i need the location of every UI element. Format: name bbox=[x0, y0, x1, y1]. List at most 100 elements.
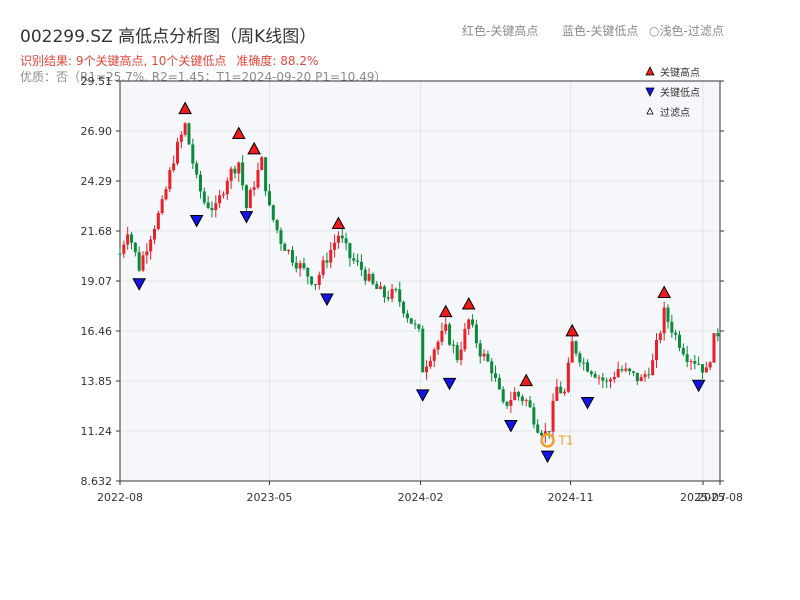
candle-body bbox=[363, 269, 367, 281]
legend-label: 过滤点 bbox=[660, 106, 690, 119]
candle-body bbox=[624, 368, 628, 371]
candle-body bbox=[175, 141, 179, 164]
candle-body bbox=[662, 307, 666, 334]
y-tick-label: 21.68 bbox=[81, 225, 113, 238]
candle-body bbox=[152, 229, 156, 240]
candle-body bbox=[210, 207, 214, 211]
candle-body bbox=[413, 323, 417, 325]
candle-body bbox=[118, 253, 122, 255]
candle-body bbox=[440, 330, 444, 342]
y-tick-label: 11.24 bbox=[81, 425, 113, 438]
candle-body bbox=[566, 362, 570, 392]
candle-body bbox=[555, 386, 559, 401]
candle-body bbox=[156, 212, 160, 230]
candle-body bbox=[198, 174, 202, 192]
candle-body bbox=[317, 274, 321, 285]
candle-body bbox=[612, 376, 616, 380]
candle-body bbox=[551, 400, 555, 432]
y-tick-label: 26.90 bbox=[81, 125, 113, 138]
candle-body bbox=[267, 191, 271, 206]
candle-body bbox=[704, 367, 708, 373]
candle-body bbox=[298, 263, 302, 269]
candle-body bbox=[601, 377, 605, 381]
candle-body bbox=[605, 380, 609, 382]
candle-body bbox=[455, 345, 459, 361]
candle-body bbox=[325, 260, 329, 263]
candle-body bbox=[666, 307, 670, 322]
candle-body bbox=[543, 431, 547, 436]
candle-body bbox=[520, 396, 524, 402]
candle-body bbox=[333, 242, 337, 250]
candle-body bbox=[191, 144, 195, 164]
candle-body bbox=[451, 344, 455, 346]
candle-body bbox=[647, 374, 651, 376]
candle-body bbox=[670, 321, 674, 333]
key-high-marker bbox=[461, 296, 476, 310]
legend-label: 关键高点 bbox=[660, 66, 700, 79]
chart-title: 002299.SZ 高低点分析图（周K线图） bbox=[20, 27, 317, 47]
key-low-marker bbox=[132, 278, 147, 291]
candle-body bbox=[593, 373, 597, 378]
candle-body bbox=[444, 324, 448, 331]
legend-blue-text: 蓝色-关键低点 bbox=[562, 24, 639, 38]
key-low-marker bbox=[239, 211, 254, 224]
candle-body bbox=[264, 157, 268, 192]
key-low-marker bbox=[580, 396, 595, 410]
candle-body bbox=[436, 341, 440, 350]
legend-low-icon bbox=[645, 87, 655, 97]
y-tick-label: 13.85 bbox=[81, 375, 113, 388]
t1-label: T1 bbox=[558, 433, 574, 447]
candle-body bbox=[486, 353, 490, 362]
candle-body bbox=[697, 363, 701, 365]
candle-body bbox=[685, 354, 689, 362]
candle-body bbox=[160, 199, 164, 213]
candle-body bbox=[700, 364, 704, 373]
candle-body bbox=[589, 371, 593, 374]
candle-body bbox=[218, 195, 222, 204]
candle-body bbox=[628, 368, 632, 372]
candle-body bbox=[183, 123, 187, 135]
key-high-marker bbox=[178, 101, 192, 115]
candle-body bbox=[563, 391, 567, 394]
candle-body bbox=[620, 369, 624, 371]
candle-body bbox=[287, 250, 291, 252]
candle-body bbox=[643, 374, 647, 378]
x-tick-label: 2025-08 bbox=[697, 491, 743, 504]
key-high-marker bbox=[657, 285, 672, 299]
candle-body bbox=[344, 238, 348, 244]
candle-body bbox=[540, 432, 544, 436]
candle-body bbox=[586, 362, 590, 372]
y-tick-label: 16.46 bbox=[81, 325, 113, 338]
candle-body bbox=[141, 255, 145, 271]
candle-body bbox=[179, 134, 183, 142]
candle-body bbox=[654, 339, 658, 361]
candle-body bbox=[164, 189, 168, 200]
candle-body bbox=[329, 249, 333, 263]
candle-body bbox=[206, 202, 210, 208]
key-high-marker bbox=[247, 141, 261, 155]
x-tick-label: 2023-05 bbox=[246, 491, 292, 504]
candle-body bbox=[459, 349, 463, 361]
key-high-marker bbox=[331, 216, 346, 230]
candle-body bbox=[306, 267, 310, 277]
key-high-marker bbox=[231, 126, 246, 140]
candle-body bbox=[559, 386, 563, 394]
candle-body bbox=[421, 328, 425, 373]
candle-body bbox=[402, 301, 406, 314]
candle-body bbox=[635, 372, 639, 382]
candle-body bbox=[252, 187, 256, 190]
candles-group bbox=[118, 122, 720, 443]
candle-body bbox=[417, 324, 421, 329]
candle-body bbox=[405, 313, 409, 319]
result-summary: 识别结果: 9个关键高点, 10个关键低点 bbox=[20, 54, 227, 68]
candle-body bbox=[616, 369, 620, 377]
candle-body bbox=[432, 349, 436, 361]
key-low-marker bbox=[442, 377, 457, 391]
candle-body bbox=[712, 333, 716, 363]
candle-body bbox=[513, 391, 517, 401]
candle-body bbox=[478, 343, 482, 357]
candle-body bbox=[202, 191, 206, 203]
candle-body bbox=[367, 273, 371, 281]
candle-body bbox=[632, 371, 636, 373]
candle-body bbox=[578, 353, 582, 363]
